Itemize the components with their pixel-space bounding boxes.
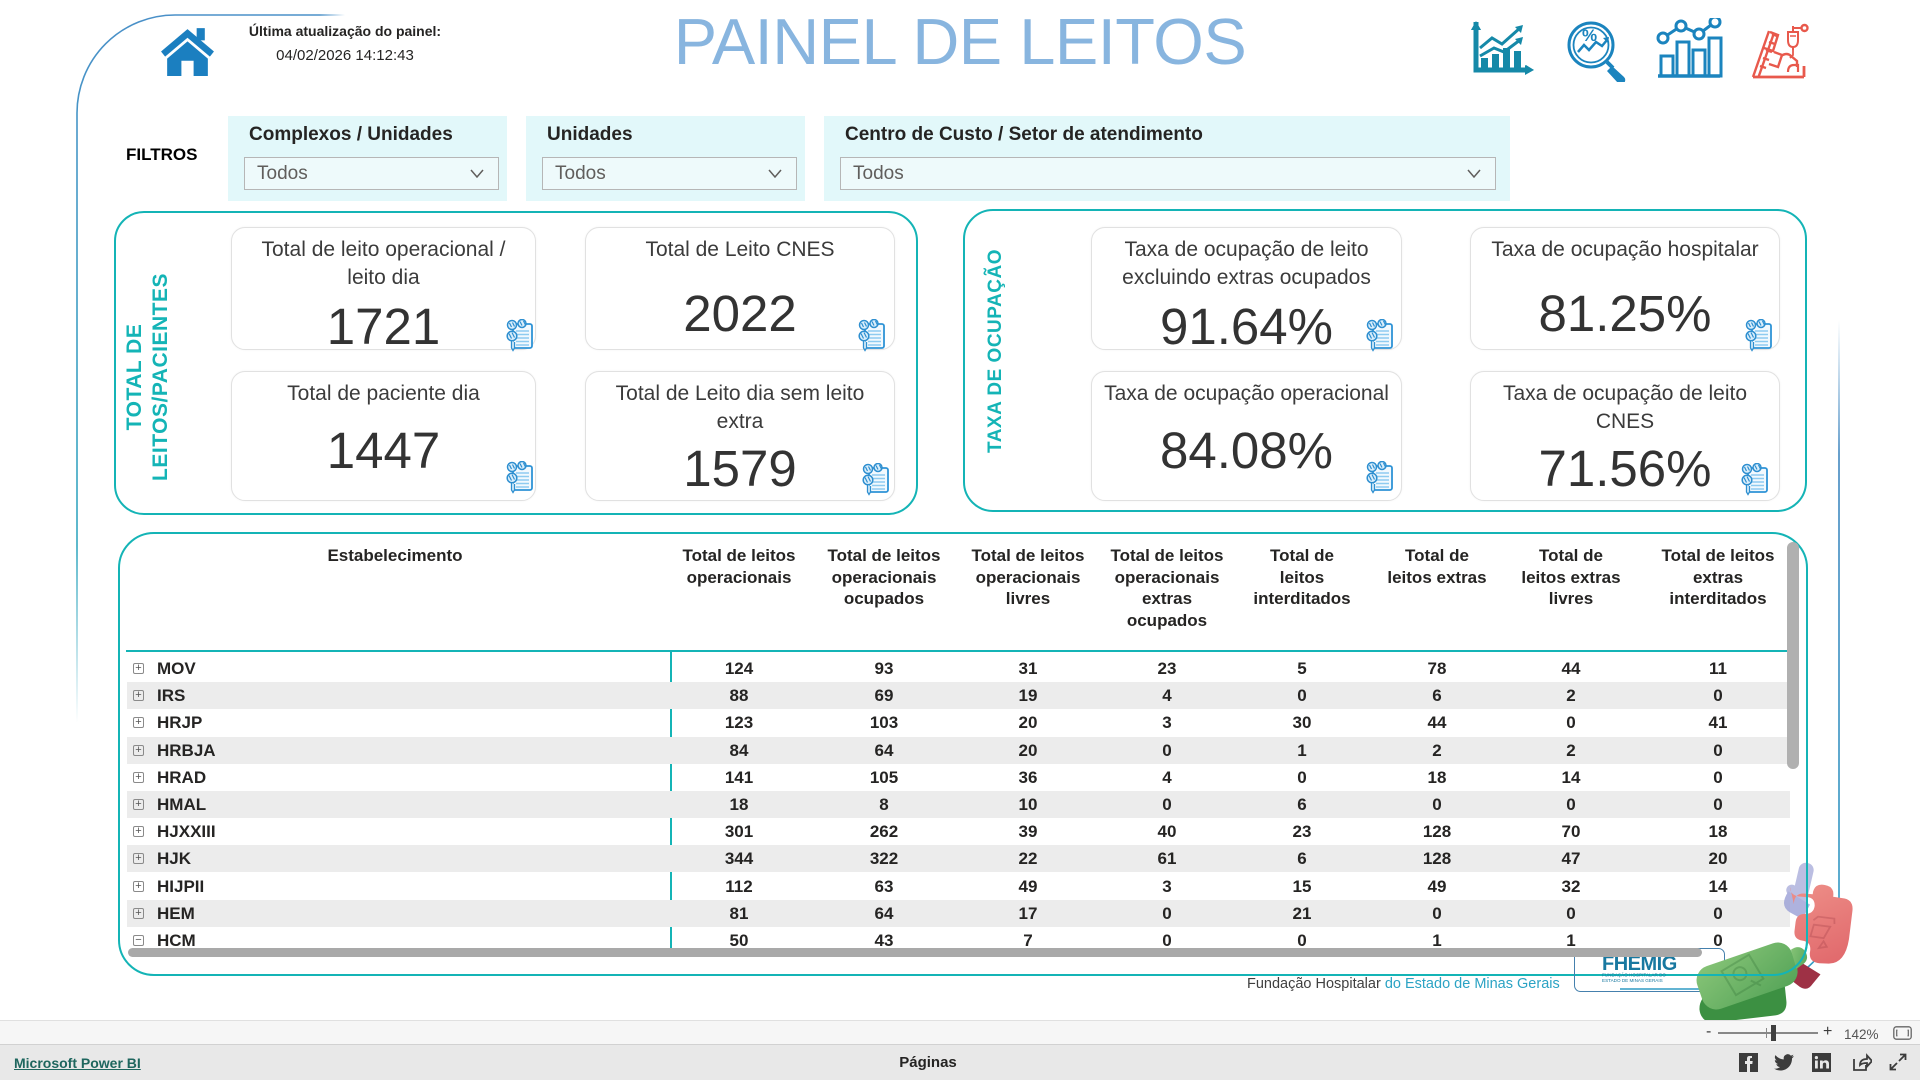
svg-text:FHEMIG: FHEMIG xyxy=(1602,953,1677,975)
svg-text:ESTADO DE MINAS GERAIS: ESTADO DE MINAS GERAIS xyxy=(1602,978,1663,983)
svg-text:%: % xyxy=(1582,26,1597,45)
svg-text:FUNDAÇÃO HOSPITALAR DO: FUNDAÇÃO HOSPITALAR DO xyxy=(1602,972,1666,978)
